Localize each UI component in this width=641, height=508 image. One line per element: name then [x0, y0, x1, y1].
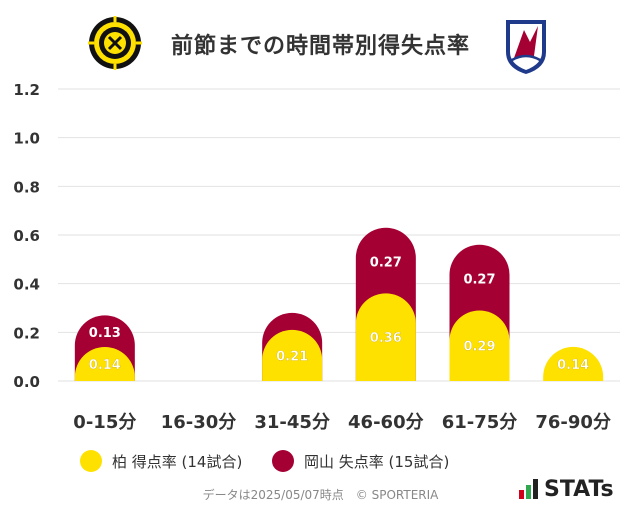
x-tick-label: 76-90分	[535, 412, 611, 433]
bar-kashiwa	[74, 346, 135, 381]
data-label-kashiwa: 0.29	[463, 340, 495, 355]
y-tick-label: 0.0	[13, 373, 40, 391]
bar-kashiwa	[449, 310, 510, 381]
legend-label-okayama: 岡山 失点率 (15試合)	[304, 452, 450, 471]
stats-brand: STATs	[518, 476, 614, 502]
bar-stats-logo-icon	[519, 479, 538, 499]
x-tick-label: 46-60分	[348, 412, 424, 433]
bar-kashiwa	[355, 293, 416, 381]
y-tick-label: 0.6	[13, 227, 40, 245]
legend: 柏 得点率 (14試合) 岡山 失点率 (15試合)	[0, 446, 641, 476]
data-label-okayama: 0.27	[370, 256, 402, 271]
data-label-okayama: 0.13	[89, 326, 121, 341]
data-label-kashiwa: 0.14	[89, 358, 121, 373]
y-tick-label: 1.2	[13, 81, 40, 99]
y-tick-label: 0.2	[13, 324, 40, 342]
x-tick-label: 61-75分	[442, 412, 518, 433]
legend-swatch-kashiwa	[80, 450, 102, 472]
header: 前節までの時間帯別得失点率	[0, 8, 641, 74]
data-label-kashiwa: 0.36	[370, 331, 402, 346]
legend-label-kashiwa: 柏 得点率 (14試合)	[112, 452, 243, 471]
data-label-kashiwa: 0.14	[557, 358, 589, 373]
stats-brand-text: STATs	[544, 476, 614, 502]
x-tick-label: 0-15分	[73, 412, 136, 433]
legend-item-okayama: 岡山 失点率 (15試合)	[272, 446, 449, 476]
x-tick-label: 16-30分	[161, 412, 237, 433]
data-label-kashiwa: 0.21	[276, 349, 308, 364]
kashiwa-reysol-crest-icon	[88, 16, 142, 70]
data-label-okayama: 0.27	[463, 273, 495, 288]
y-tick-label: 0.4	[13, 276, 40, 294]
x-tick-label: 31-45分	[254, 412, 330, 433]
y-tick-label: 1.0	[13, 130, 40, 148]
page-title: 前節までの時間帯別得失点率	[170, 34, 470, 59]
footer-credit: データは2025/05/07時点 © SPORTERIA	[202, 488, 439, 502]
y-tick-label: 0.8	[13, 178, 40, 196]
bar-kashiwa	[543, 346, 604, 381]
fagiano-okayama-crest-icon	[506, 20, 546, 74]
bar-kashiwa	[262, 329, 323, 381]
legend-swatch-okayama	[272, 450, 294, 472]
bar-chart: 0.0 0.2 0.4 0.6 0.8 1.0 1.2 0-15分 0.14 0.13 16-30分…	[13, 81, 620, 433]
legend-item-kashiwa: 柏 得点率 (14試合)	[80, 446, 242, 476]
